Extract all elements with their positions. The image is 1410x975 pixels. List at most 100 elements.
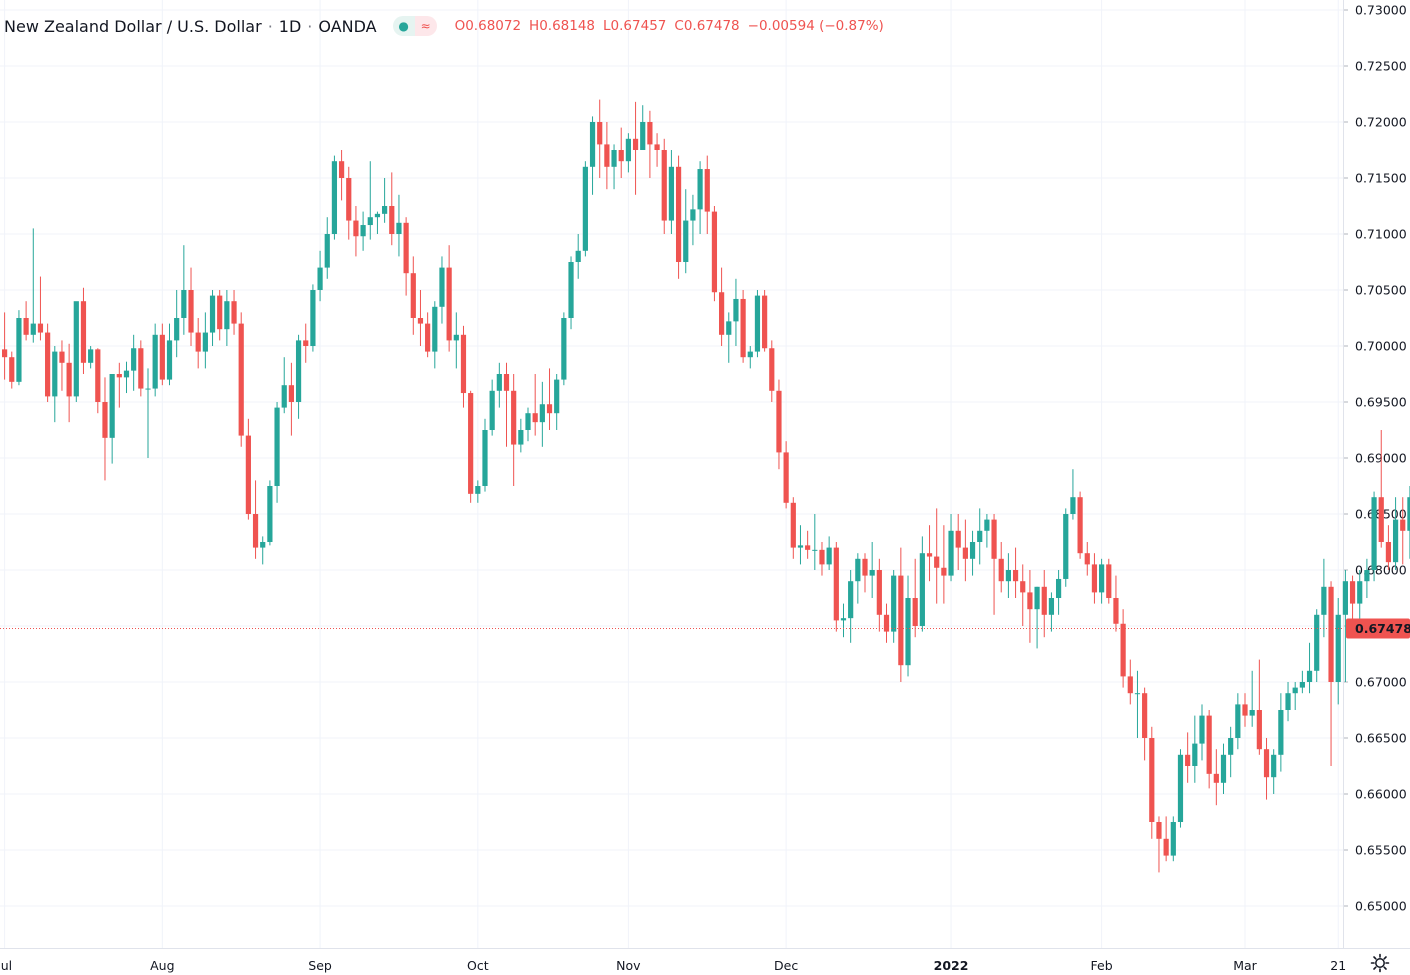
candle-down[interactable]: [1263, 749, 1270, 778]
candle-down[interactable]: [1156, 822, 1162, 839]
candle-up[interactable]: [683, 220, 689, 262]
candle-down[interactable]: [1142, 693, 1148, 738]
candle-up[interactable]: [812, 549, 818, 551]
candle-down[interactable]: [805, 545, 811, 550]
candle-down[interactable]: [1349, 581, 1356, 604]
candle-down[interactable]: [1163, 838, 1169, 856]
candle-down[interactable]: [231, 301, 237, 324]
candle-down[interactable]: [1012, 570, 1019, 582]
candle-down[interactable]: [116, 374, 122, 378]
candle-up[interactable]: [1192, 743, 1198, 766]
candle-down[interactable]: [1106, 564, 1112, 598]
approx-icon[interactable]: ≈: [414, 16, 437, 36]
candle-up[interactable]: [726, 321, 732, 335]
candle-up[interactable]: [260, 542, 266, 548]
candle-up[interactable]: [518, 430, 524, 445]
candle-down[interactable]: [1256, 710, 1262, 750]
candle-up[interactable]: [1271, 754, 1277, 778]
candle-down[interactable]: [941, 567, 947, 576]
candle-down[interactable]: [704, 169, 710, 212]
candle-up[interactable]: [561, 318, 567, 380]
candle-down[interactable]: [303, 340, 309, 346]
candle-up[interactable]: [1407, 497, 1410, 531]
candle-down[interactable]: [675, 166, 682, 262]
candle-up[interactable]: [554, 379, 560, 414]
gear-icon[interactable]: [1370, 953, 1390, 973]
candle-up[interactable]: [582, 166, 588, 251]
candle-up[interactable]: [52, 351, 58, 397]
candle-down[interactable]: [776, 390, 782, 453]
interval-label[interactable]: 1D: [278, 16, 302, 36]
candle-up[interactable]: [855, 558, 861, 582]
candle-up[interactable]: [1285, 693, 1291, 710]
candle-down[interactable]: [66, 362, 72, 397]
candle-up[interactable]: [1342, 581, 1348, 615]
candle-up[interactable]: [145, 388, 151, 390]
candle-up[interactable]: [475, 486, 481, 494]
candle-up[interactable]: [1063, 514, 1069, 579]
candle-down[interactable]: [883, 614, 890, 632]
candle-up[interactable]: [668, 166, 675, 221]
candle-down[interactable]: [1400, 519, 1406, 531]
candle-up[interactable]: [331, 161, 338, 234]
candle-down[interactable]: [188, 290, 194, 333]
candle-up[interactable]: [16, 318, 22, 382]
candle-down[interactable]: [876, 570, 882, 615]
candle-down[interactable]: [1027, 592, 1033, 610]
candle-down[interactable]: [410, 273, 416, 318]
candle-down[interactable]: [597, 122, 603, 145]
candle-up[interactable]: [848, 581, 854, 619]
candle-up[interactable]: [919, 553, 925, 626]
candle-up[interactable]: [453, 334, 459, 341]
candle-up[interactable]: [1005, 570, 1011, 582]
candle-up[interactable]: [295, 340, 302, 402]
candle-up[interactable]: [274, 407, 280, 486]
candle-up[interactable]: [209, 295, 216, 333]
candle-up[interactable]: [1249, 710, 1255, 716]
candle-up[interactable]: [1278, 710, 1284, 755]
candle-down[interactable]: [632, 138, 639, 150]
candle-down[interactable]: [912, 598, 918, 626]
candle-down[interactable]: [783, 452, 789, 503]
candle-down[interactable]: [769, 348, 775, 391]
candle-up[interactable]: [1335, 614, 1341, 682]
candle-down[interactable]: [719, 292, 725, 335]
candle-up[interactable]: [88, 349, 94, 363]
candle-down[interactable]: [403, 222, 409, 274]
candle-up[interactable]: [281, 385, 287, 408]
candle-up[interactable]: [131, 348, 137, 371]
candle-down[interactable]: [1, 349, 8, 358]
candle-up[interactable]: [826, 547, 832, 565]
candle-down[interactable]: [1185, 754, 1191, 766]
candle-down[interactable]: [37, 323, 44, 333]
candle-up[interactable]: [489, 390, 495, 430]
candle-up[interactable]: [1235, 704, 1241, 738]
candle-up[interactable]: [1314, 614, 1320, 671]
candle-up[interactable]: [640, 122, 646, 150]
candle-up[interactable]: [202, 332, 208, 352]
candle-down[interactable]: [1113, 598, 1119, 624]
candle-up[interactable]: [374, 213, 381, 218]
candle-down[interactable]: [661, 150, 667, 221]
candle-down[interactable]: [604, 144, 610, 167]
candle-up[interactable]: [30, 323, 36, 335]
candle-down[interactable]: [511, 390, 517, 445]
candle-down[interactable]: [898, 575, 904, 666]
candle-up[interactable]: [432, 306, 438, 352]
candle-down[interactable]: [819, 549, 825, 565]
candle-down[interactable]: [1242, 704, 1248, 716]
candle-down[interactable]: [934, 556, 940, 568]
candle-down[interactable]: [245, 435, 251, 514]
candle-up[interactable]: [1321, 586, 1327, 615]
candle-up[interactable]: [1306, 670, 1313, 682]
candle-down[interactable]: [1020, 581, 1026, 593]
candle-up[interactable]: [905, 598, 911, 666]
candle-up[interactable]: [317, 267, 323, 290]
candle-up[interactable]: [324, 234, 330, 268]
candle-up[interactable]: [1392, 519, 1399, 563]
candle-up[interactable]: [482, 430, 488, 486]
candle-down[interactable]: [45, 332, 51, 397]
candle-down[interactable]: [926, 553, 933, 557]
candle-up[interactable]: [496, 374, 502, 391]
